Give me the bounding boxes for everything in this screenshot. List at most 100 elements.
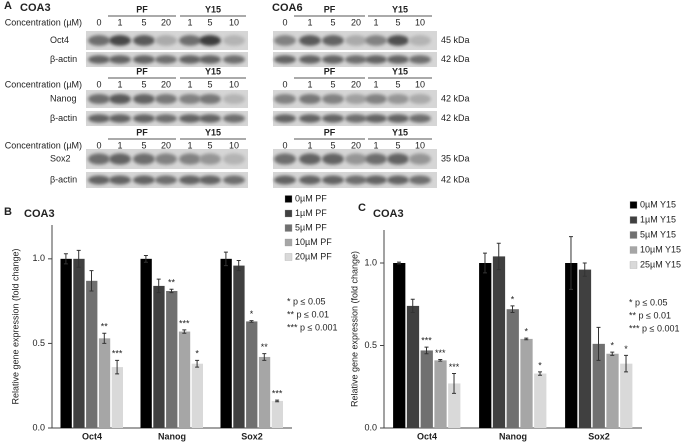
lane-label: 1 (187, 140, 192, 150)
bar (420, 350, 433, 428)
error-bar (262, 353, 267, 361)
lane-label: 5 (395, 79, 400, 89)
x-tick-label: Oct4 (82, 431, 102, 441)
lane-label: 10 (229, 140, 239, 150)
bar (534, 373, 547, 428)
blot-band (88, 153, 110, 165)
lane-label: 20 (351, 140, 361, 150)
blot-band (409, 93, 431, 105)
lane-label: 5 (395, 140, 400, 150)
blot-band (223, 93, 245, 105)
error-bar (169, 288, 174, 294)
blot-band (133, 35, 155, 46)
bar (246, 321, 258, 428)
lane-label: 10 (415, 17, 425, 27)
bar (271, 400, 283, 428)
lane-label: 1 (307, 140, 312, 150)
significance: *** (435, 348, 446, 358)
blot-band (322, 114, 344, 123)
blot-band (299, 93, 321, 105)
blot-band (299, 114, 321, 123)
x-tick-label: Sox2 (241, 431, 263, 441)
size-label: 45 kDa (441, 35, 470, 45)
error-bar (582, 262, 587, 277)
y-tick-label: 0.0 (364, 422, 377, 432)
lane-label: 10 (415, 140, 425, 150)
blot-band (155, 114, 177, 123)
significance: ** (101, 322, 109, 332)
legend-label: 10µM Y15 (640, 244, 681, 254)
blot-band (409, 35, 431, 46)
blot-band (133, 93, 155, 105)
blot-band (299, 175, 321, 185)
lane-label: 1 (117, 79, 122, 89)
error-bar (182, 329, 187, 334)
significance: ** (168, 278, 176, 288)
size-label: 42 kDa (441, 113, 470, 123)
error-bar (568, 236, 573, 290)
legend-label: 20µM PF (295, 251, 332, 261)
blot-band (345, 93, 367, 105)
error-bar (624, 354, 629, 373)
blot-band (345, 35, 367, 46)
blot-band (387, 93, 409, 105)
bar (258, 356, 271, 428)
blot-band (109, 35, 131, 46)
lane-label: 20 (161, 140, 171, 150)
legend-label: 0µM Y15 (640, 199, 676, 209)
panel-label: C (358, 202, 366, 214)
significance: *** (449, 362, 460, 372)
error-bar (482, 252, 487, 274)
group-label: Y15 (205, 4, 221, 14)
bar (111, 367, 123, 428)
group-label: Y15 (205, 127, 221, 137)
blot-band (409, 55, 431, 64)
lane-label: 5 (207, 79, 212, 89)
blot-band (88, 55, 110, 64)
significance-note: *** p ≤ 0.001 (287, 322, 337, 332)
legend-swatch (629, 231, 638, 239)
error-bar (524, 337, 529, 341)
blot-band (409, 153, 431, 165)
blot-band (299, 35, 321, 46)
lane-label: 5 (330, 17, 335, 27)
protein-label: Oct4 (50, 35, 69, 45)
blot-band (223, 35, 245, 46)
blot-band (109, 93, 131, 105)
lane-label: 5 (395, 17, 400, 27)
legend-swatch (629, 201, 638, 209)
size-label: 42 kDa (441, 54, 470, 64)
blot-band (223, 153, 245, 165)
error-bar (496, 242, 501, 271)
legend-label: 5µM PF (295, 222, 327, 232)
error-bar (410, 298, 415, 313)
lane-label: 10 (229, 17, 239, 27)
blot-band (199, 35, 221, 46)
lane-label: 1 (117, 140, 122, 150)
legend-label: 5µM Y15 (640, 229, 676, 239)
significance-note: *** p ≤ 0.001 (629, 323, 679, 333)
bar (606, 353, 619, 428)
blot-band (274, 175, 296, 185)
y-tick-label: 1.0 (364, 257, 377, 267)
lane-label: 0 (282, 140, 287, 150)
bar (578, 269, 592, 428)
lane-label: 20 (161, 79, 171, 89)
lane-label: 5 (141, 140, 146, 150)
lane-label: 5 (207, 140, 212, 150)
lane-label: 1 (373, 17, 378, 27)
blot-band (179, 153, 201, 165)
significance: * (250, 309, 254, 319)
bar (220, 258, 232, 428)
error-bar (452, 373, 457, 394)
loading-control-label: β-actin (50, 54, 77, 64)
blot-band (322, 55, 344, 64)
blot-band (409, 114, 431, 123)
blot-band (409, 175, 431, 185)
blot-band (365, 55, 387, 64)
blot-band (199, 153, 221, 165)
lane-label: 1 (187, 79, 192, 89)
lane-label: 5 (141, 17, 146, 27)
blot-band (223, 114, 245, 123)
cell-line: COA3 (20, 2, 51, 14)
